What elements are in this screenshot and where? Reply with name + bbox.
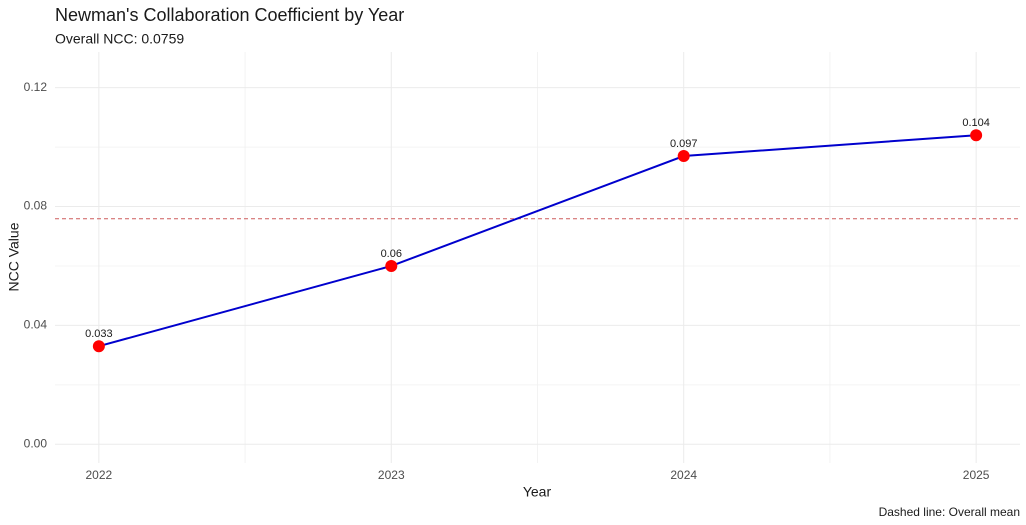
line <box>98 134 977 348</box>
y-tick-label: 0.12 <box>24 80 48 94</box>
chart-subtitle: Overall NCC: 0.0759 <box>55 31 184 47</box>
caption: Dashed line: Overall mean <box>879 505 1020 519</box>
chart-title: Newman's Collaboration Coefficient by Ye… <box>55 5 404 25</box>
y-tick-label: 0.08 <box>24 199 48 213</box>
point <box>385 259 398 272</box>
x-tick-label: 2022 <box>86 468 113 482</box>
x-tick-label: 2024 <box>670 468 697 482</box>
x-axis-title: Year <box>523 484 552 500</box>
point <box>92 340 105 353</box>
y-tick-label: 0.00 <box>24 436 48 450</box>
data-label: 0.033 <box>85 328 113 340</box>
data-label: 0.06 <box>381 248 402 260</box>
data-label: 0.104 <box>962 117 990 129</box>
point <box>970 129 983 142</box>
y-axis-title: NCC Value <box>6 222 22 291</box>
y-tick-label: 0.04 <box>24 318 48 332</box>
point <box>677 150 690 163</box>
data-label: 0.097 <box>670 138 698 150</box>
x-tick-label: 2025 <box>963 468 990 482</box>
x-tick-label: 2023 <box>378 468 405 482</box>
